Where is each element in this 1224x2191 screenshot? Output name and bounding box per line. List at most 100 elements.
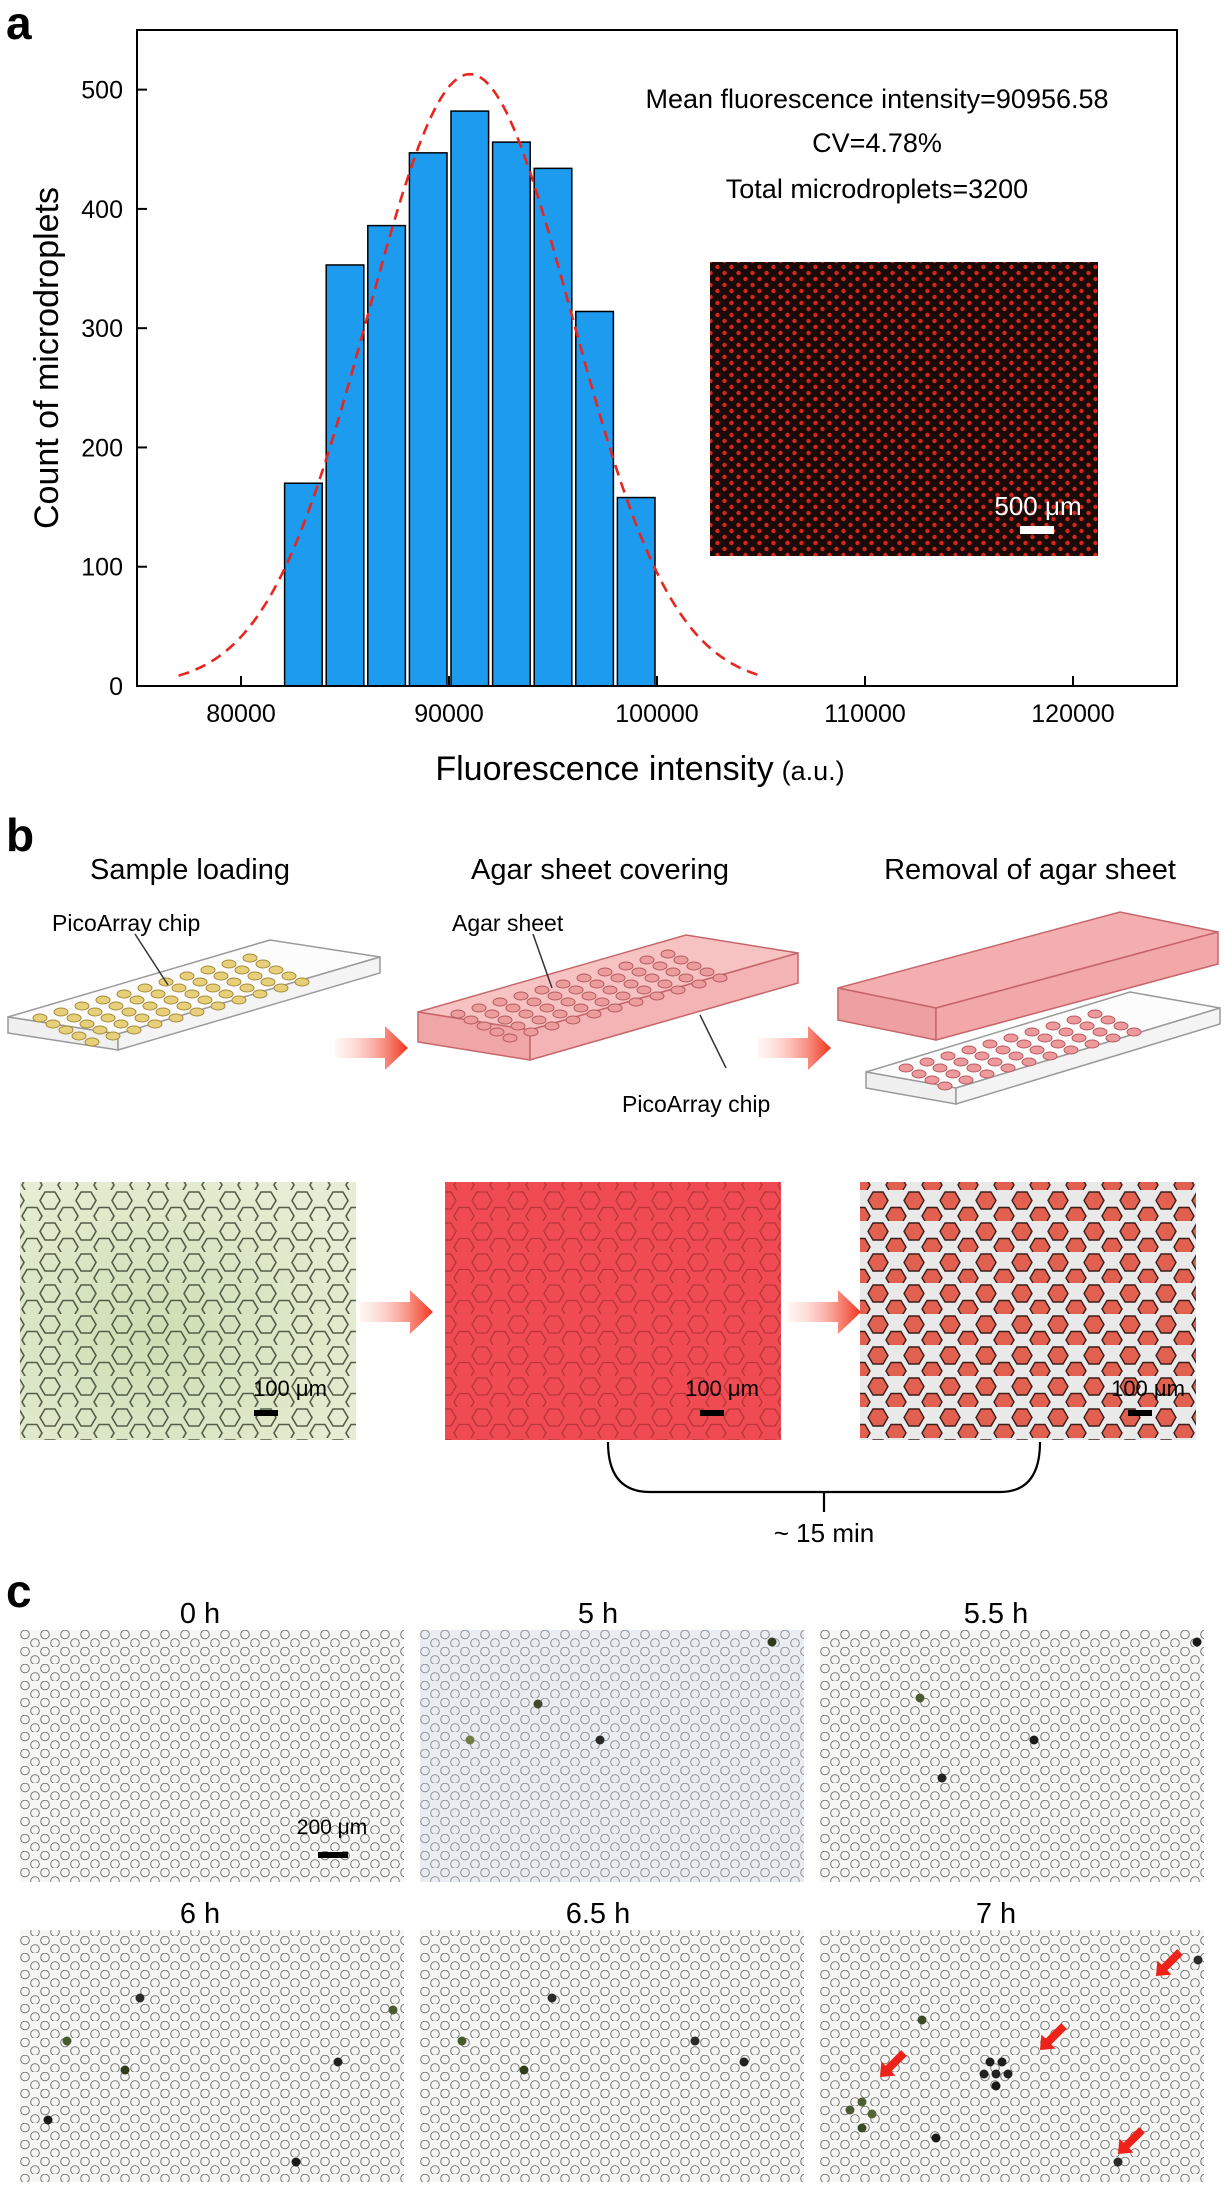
chip-well: [961, 1045, 977, 1055]
chip-well: [171, 983, 187, 993]
colony-dot: [997, 2057, 1007, 2067]
colony-dot: [739, 2057, 749, 2067]
chip-well: [450, 1009, 466, 1019]
scale-label-1: 100 μm: [253, 1376, 327, 1401]
arrow-icon: [879, 2050, 907, 2078]
chip-illustration-2: [417, 934, 799, 1061]
chip-well: [273, 983, 289, 993]
chip-well: [255, 959, 271, 969]
x-tick-label: 90000: [414, 700, 484, 728]
chip-well: [200, 965, 216, 975]
histogram-bar: [533, 167, 573, 687]
callout-agar-sheet: Agar sheet: [452, 910, 564, 936]
chip-well: [547, 991, 563, 1001]
arrow-icon: [1117, 2127, 1145, 2155]
chip-well: [953, 1057, 969, 1067]
histogram-bar: [408, 152, 448, 687]
chip-well: [911, 1069, 927, 1079]
chip-well: [71, 1031, 87, 1041]
chip-well: [184, 989, 200, 999]
chip-well: [260, 977, 276, 987]
colony-dot: [991, 2081, 1001, 2091]
chip-well: [581, 991, 597, 1001]
chip-well: [534, 985, 550, 995]
chip-well: [247, 971, 263, 981]
colony-dot: [767, 1637, 777, 1647]
chip-well: [712, 973, 728, 983]
chip-well: [1100, 1015, 1116, 1025]
chip-illustration-3: [837, 911, 1221, 1106]
chip-well: [294, 977, 310, 987]
chip-well: [1037, 1033, 1053, 1043]
colony-dot: [1003, 2069, 1013, 2079]
colony-dot: [857, 2123, 867, 2133]
chip-well: [644, 973, 660, 983]
chip-well: [932, 1063, 948, 1073]
chip-well: [189, 1007, 205, 1017]
chip-well: [502, 1033, 518, 1043]
chip-well: [686, 961, 702, 971]
scale-label-2: 100 μm: [685, 1376, 759, 1401]
chip-well: [691, 979, 707, 989]
chip-well: [1092, 1027, 1108, 1037]
chip-well: [32, 1013, 48, 1023]
step2-title: Agar sheet covering: [471, 854, 729, 886]
arrow-right-icon: [788, 1290, 861, 1334]
micrograph-6h: [20, 1930, 404, 2182]
micrograph-loading: [20, 1182, 356, 1440]
chip-well: [573, 1003, 589, 1013]
chip-well: [168, 1013, 184, 1023]
chip-well: [531, 1015, 547, 1025]
chip-well: [45, 1019, 61, 1029]
arrow-right-icon: [335, 1026, 408, 1070]
colony-dot: [979, 2069, 989, 2079]
chip-well: [210, 1001, 226, 1011]
chip-well: [565, 1015, 581, 1025]
chip-well: [924, 1075, 940, 1085]
chip-well: [974, 1051, 990, 1061]
chip-well: [940, 1051, 956, 1061]
histogram-bar: [367, 224, 407, 687]
chip-well: [108, 1001, 124, 1011]
y-tick-label: 500: [81, 77, 123, 105]
chip-well: [471, 1003, 487, 1013]
chip-well: [1050, 1039, 1066, 1049]
inset-scale-label: 500 μm: [994, 491, 1081, 521]
x-tick-label: 110000: [824, 700, 906, 728]
chip-well: [155, 1007, 171, 1017]
chip-well: [660, 949, 676, 959]
callout-picoarray-chip-2: PicoArray chip: [622, 1091, 771, 1117]
colony-dot: [595, 1735, 605, 1745]
chip-well: [1024, 1027, 1040, 1037]
colony-dot: [120, 2065, 130, 2075]
colony-dot: [333, 2057, 343, 2067]
chip-well: [226, 977, 242, 987]
gaussian-fit-curve: [178, 72, 760, 677]
chip-well: [1003, 1033, 1019, 1043]
colony-dot: [519, 2065, 529, 2075]
chip-well: [979, 1069, 995, 1079]
chip-well: [137, 983, 153, 993]
chip-well: [497, 1015, 513, 1025]
colony-dot: [1029, 1735, 1039, 1745]
micrograph-5h: [420, 1630, 804, 1882]
chip-well: [129, 995, 145, 1005]
histogram-bar: [491, 141, 531, 687]
chip-illustration-1: [7, 939, 381, 1052]
inset-scale-bar: [1020, 526, 1054, 534]
chip-well: [268, 965, 284, 975]
step1-title: Sample loading: [90, 854, 290, 886]
colony-dot: [931, 2133, 941, 2143]
chip-well: [1008, 1051, 1024, 1061]
total-droplets-text: Total microdroplets=3200: [726, 174, 1028, 204]
time-5-5h: 5.5 h: [963, 1598, 1029, 1630]
chip-well: [1079, 1021, 1095, 1031]
chip-well: [544, 1021, 560, 1031]
chip-well: [1066, 1015, 1082, 1025]
chip-well: [252, 989, 268, 999]
colony-dot: [457, 2036, 467, 2046]
scale-label-200um: 200 μm: [297, 1816, 367, 1839]
histogram-chart: 80000 90000 100000 110000 120000 0 100 200 300 4…: [28, 29, 1178, 788]
chip-well: [966, 1063, 982, 1073]
chip-well: [1058, 1027, 1074, 1037]
